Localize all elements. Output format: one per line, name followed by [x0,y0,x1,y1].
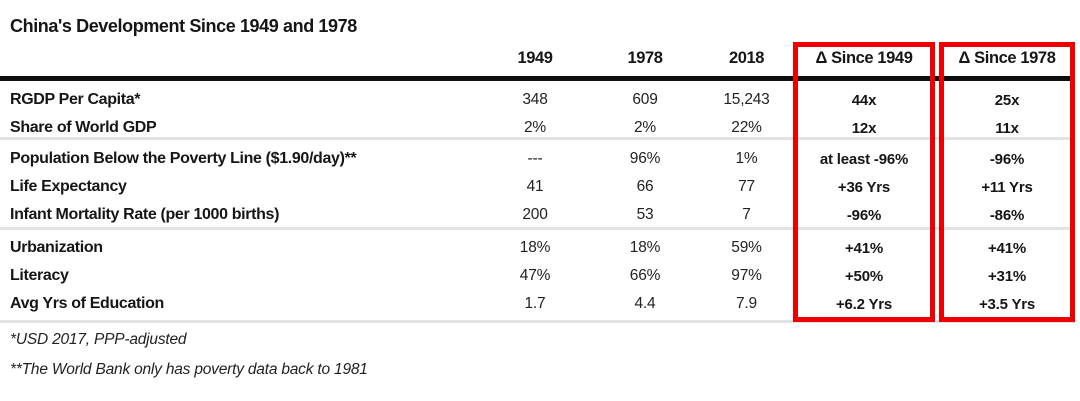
table-row-infant-mortality: Infant Mortality Rate (per 1000 births) … [0,201,1075,229]
cell-delta-1949: +50% [845,267,883,285]
cell-2018: 77 [738,178,755,195]
cell-1978: 2% [633,119,656,136]
cell-delta-1978: 11x [995,119,1019,137]
row-label: Share of World GDP [10,119,157,136]
cell-1978: 66% [629,267,661,284]
highlight-box-delta-since-1949 [793,42,935,322]
cell-delta-1978: +41% [988,239,1026,257]
table-row-literacy: Literacy 47% 66% 97% +50% +31% [0,262,1075,290]
cell-delta-1949: 12x [851,119,877,137]
cell-delta-1949: +6.2 Yrs [835,295,893,313]
cell-1978: 53 [636,206,654,223]
cell-1978: 96% [629,150,661,167]
highlight-box-delta-since-1978 [939,42,1075,322]
page-title: China's Development Since 1949 and 1978 [10,16,357,36]
cell-2018: 97% [731,267,762,284]
header-1949: 1949 [517,48,553,67]
cell-1949: --- [527,150,543,167]
table-row-avg-yrs-education: Avg Yrs of Education 1.7 4.4 7.9 +6.2 Yr… [0,290,1075,318]
cell-2018: 7.9 [736,295,757,312]
cell-1949: 348 [522,91,548,108]
table-row-urbanization: Urbanization 18% 18% 59% +41% +41% [0,234,1075,262]
cell-delta-1978: -96% [989,150,1025,168]
table-row-poverty-line: Population Below the Poverty Line ($1.90… [0,145,1075,173]
cell-2018: 22% [731,119,762,136]
cell-1949: 47% [519,267,551,284]
cell-delta-1978: -86% [989,206,1025,224]
row-label: Infant Mortality Rate (per 1000 births) [10,206,280,223]
table-row-rgdp-per-capita: RGDP Per Capita* 348 609 15,243 44x 25x [0,86,1075,114]
cell-2018: 1% [735,150,758,167]
header-2018: 2018 [728,48,765,67]
table-header-row: 1949 1978 2018 Δ Since 1949 Δ Since 1978 [0,46,1075,70]
cell-1949: 41 [526,178,544,195]
cell-1949: 18% [519,239,551,256]
cell-delta-1978: +3.5 Yrs [978,295,1036,313]
header-rule [0,76,1075,81]
header-1978: 1978 [627,48,663,67]
cell-1949: 200 [522,206,548,223]
row-label: Urbanization [10,239,103,256]
table-row-life-expectancy: Life Expectancy 41 66 77 +36 Yrs +11 Yrs [0,173,1075,201]
group-separator [0,227,1075,230]
row-label: Literacy [10,267,69,284]
cell-delta-1978: +11 Yrs [981,178,1033,196]
table-row-share-of-world-gdp: Share of World GDP 2% 2% 22% 12x 11x [0,114,1075,142]
cell-2018: 7 [742,206,751,223]
cell-2018: 59% [731,239,762,256]
cell-1949: 1.7 [524,295,546,312]
cell-1978: 66 [636,178,654,195]
cell-1978: 609 [632,91,658,108]
cell-delta-1978: +31% [988,267,1026,285]
cell-1949: 2% [523,119,546,136]
row-label: Population Below the Poverty Line ($1.90… [10,150,357,167]
cell-delta-1949: at least -96% [819,150,909,168]
footnote-world-bank: **The World Bank only has poverty data b… [10,361,368,378]
cell-delta-1949: 44x [851,91,877,109]
cell-delta-1949: +41% [845,239,883,257]
row-label: RGDP Per Capita* [10,91,141,108]
row-label: Life Expectancy [10,178,127,195]
cell-delta-1949: +36 Yrs [837,178,891,196]
header-delta-since-1949: Δ Since 1949 [815,48,913,67]
table-bottom-separator [0,320,1075,323]
cell-delta-1978: 25x [994,91,1020,109]
row-label: Avg Yrs of Education [10,295,164,312]
cell-delta-1949: -96% [846,206,882,224]
header-delta-since-1978: Δ Since 1978 [958,48,1056,67]
footnote-usd-ppp: *USD 2017, PPP-adjusted [10,331,187,348]
cell-1978: 4.4 [634,295,656,312]
cell-2018: 15,243 [723,91,770,108]
cell-1978: 18% [629,239,661,256]
group-separator [0,137,1075,140]
